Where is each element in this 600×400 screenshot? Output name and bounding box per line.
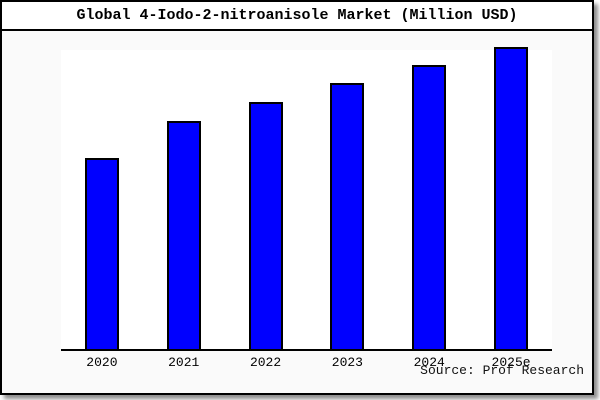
bar-2021 xyxy=(166,121,201,351)
bar-slot xyxy=(61,158,143,351)
source-note: Source: Prof Research xyxy=(420,363,584,378)
x-tick-label-2021: 2021 xyxy=(168,355,200,370)
plot-area xyxy=(61,47,552,351)
chart-title-bar: Global 4-Iodo-2-nitroanisole Market (Mil… xyxy=(2,2,592,31)
x-tick-label-2022: 2022 xyxy=(249,355,282,370)
chart-card: Global 4-Iodo-2-nitroanisole Market (Mil… xyxy=(0,0,594,395)
x-tick-label-2023: 2023 xyxy=(331,355,363,370)
bar-2024 xyxy=(412,65,447,351)
bar-2025e xyxy=(494,47,529,351)
bars-container xyxy=(61,47,552,351)
x-axis-labels: 2020 2021 2022 2023 2024 2025e xyxy=(61,355,552,370)
bar-slot xyxy=(470,47,552,351)
bar-slot xyxy=(143,121,225,351)
bar-slot xyxy=(225,102,307,351)
bar-2020 xyxy=(84,158,119,351)
bar-2023 xyxy=(330,83,365,351)
x-tick-label-2025e: 2025e xyxy=(491,355,531,370)
chart-title: Global 4-Iodo-2-nitroanisole Market (Mil… xyxy=(76,7,518,24)
x-tick-label-2020: 2020 xyxy=(86,355,118,370)
x-tick-label-2024: 2024 xyxy=(413,355,445,370)
bar-2022 xyxy=(248,102,283,351)
bar-slot xyxy=(388,65,470,351)
bar-slot xyxy=(306,83,388,351)
